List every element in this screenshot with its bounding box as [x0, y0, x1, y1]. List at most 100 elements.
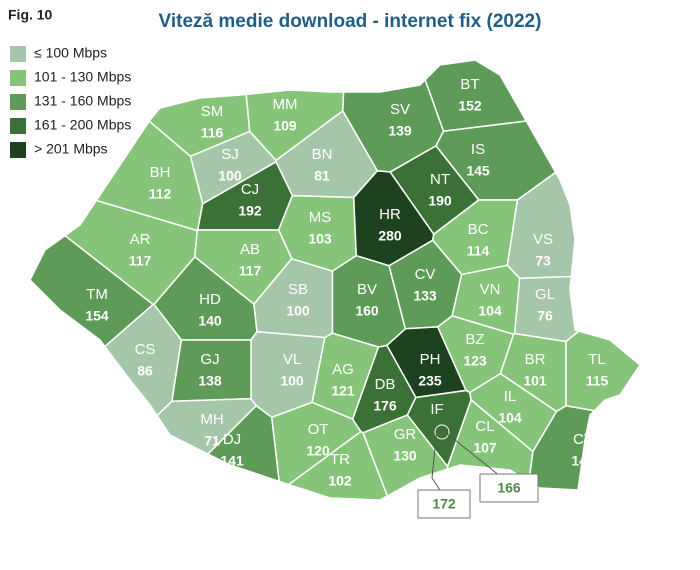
county-value: 123: [463, 353, 487, 369]
county-code: MH: [200, 411, 223, 428]
county-code: MM: [273, 96, 298, 113]
county-code: PH: [420, 351, 441, 368]
legend-label: > 201 Mbps: [34, 141, 108, 157]
county-value: 117: [239, 263, 262, 279]
county-value: 100: [218, 168, 242, 184]
county-code: DB: [375, 376, 396, 393]
county-value: 176: [373, 398, 397, 414]
legend-swatch: [10, 46, 26, 62]
county-code: VN: [480, 281, 501, 298]
county-value: 190: [428, 193, 452, 209]
county-code: CL: [475, 418, 494, 435]
county-value: 138: [198, 373, 222, 389]
county-value: 130: [393, 448, 417, 464]
callout-line: [444, 431, 501, 477]
county-code: SV: [390, 101, 410, 118]
county-code: IF: [430, 401, 443, 418]
county-code: BZ: [465, 331, 484, 348]
county-value: 107: [473, 440, 497, 456]
county-code: VL: [283, 351, 301, 368]
county-area: [29, 234, 155, 348]
county-code: AB: [240, 241, 260, 258]
county-code: IS: [471, 141, 485, 158]
county-code: SM: [201, 103, 224, 120]
county-value: 160: [355, 303, 379, 319]
county-area: [446, 398, 534, 483]
county-value: 115: [586, 373, 609, 389]
county-value: 109: [273, 118, 297, 134]
county-code: GJ: [200, 351, 219, 368]
legend-swatch: [10, 118, 26, 134]
counties: [29, 59, 641, 501]
county-value: 101: [523, 373, 547, 389]
legend-swatch: [10, 70, 26, 86]
legend-swatch: [10, 94, 26, 110]
county-code: IL: [504, 388, 517, 405]
county-value: 140: [198, 313, 222, 329]
county-code: DJ: [223, 431, 241, 448]
county-code: HR: [379, 206, 401, 223]
county-value: 73: [535, 253, 551, 269]
callout-box: [417, 489, 471, 519]
legend-label: 161 - 200 Mbps: [34, 117, 131, 133]
county-value: 154: [85, 308, 109, 324]
county-value: 147: [571, 453, 595, 469]
county-value: 103: [308, 231, 332, 247]
figure-label: Fig. 10: [8, 7, 53, 23]
county-value: 100: [286, 303, 310, 319]
county-code: AG: [332, 361, 354, 378]
county-code: TR: [330, 451, 350, 468]
county-value: 152: [458, 98, 482, 114]
map-title: Viteză medie download - internet fix (20…: [159, 11, 542, 32]
county-value: 81: [314, 168, 330, 184]
county-value: 76: [537, 308, 553, 324]
county-code: OT: [308, 421, 329, 438]
county-area: [565, 330, 641, 412]
county-value: 133: [413, 288, 437, 304]
county-code: BR: [525, 351, 546, 368]
county-value: 141: [220, 453, 244, 469]
county-value: 139: [388, 123, 412, 139]
county-code: BH: [150, 164, 171, 181]
bucharest-area: [434, 424, 450, 440]
county-area: [156, 397, 258, 455]
county-value: 120: [306, 443, 330, 459]
county-code: GL: [535, 286, 555, 303]
county-code: MS: [309, 209, 332, 226]
county-code: AR: [130, 231, 151, 248]
county-value: 100: [280, 373, 304, 389]
county-code: BV: [357, 281, 377, 298]
legend-label: 101 - 130 Mbps: [34, 69, 131, 85]
county-code: SJ: [221, 146, 239, 163]
county-value: 121: [331, 383, 355, 399]
county-code: TL: [588, 351, 606, 368]
county-code: HD: [199, 291, 221, 308]
county-value: 71: [204, 433, 220, 449]
county-code: CT: [573, 431, 593, 448]
county-code: NT: [430, 171, 450, 188]
county-value: 114: [467, 243, 490, 259]
county-code: GR: [394, 426, 417, 443]
county-value: 117: [129, 253, 152, 269]
county-code: CV: [415, 266, 436, 283]
callout-box: [479, 473, 539, 503]
county-code: CJ: [241, 181, 259, 198]
callout-value: 172: [432, 496, 456, 512]
legend-label: ≤ 100 Mbps: [34, 45, 107, 61]
legend-label: 131 - 160 Mbps: [34, 93, 131, 109]
county-area: [171, 339, 252, 403]
county-labels: SM 116 MM 109 BT 152 SV 139 SJ 100 BN 81 BH 112 CJ 192 I…: [85, 76, 608, 489]
county-code: VS: [533, 231, 553, 248]
legend-swatch: [10, 142, 26, 158]
county-value: 280: [378, 228, 402, 244]
county-value: 235: [418, 373, 442, 389]
county-code: BN: [312, 146, 333, 163]
county-value: 102: [328, 473, 352, 489]
county-code: SB: [288, 281, 308, 298]
county-value: 86: [137, 363, 153, 379]
county-code: BT: [460, 76, 479, 93]
county-value: 104: [498, 410, 522, 426]
county-value: 104: [478, 303, 502, 319]
county-code: CS: [135, 341, 156, 358]
